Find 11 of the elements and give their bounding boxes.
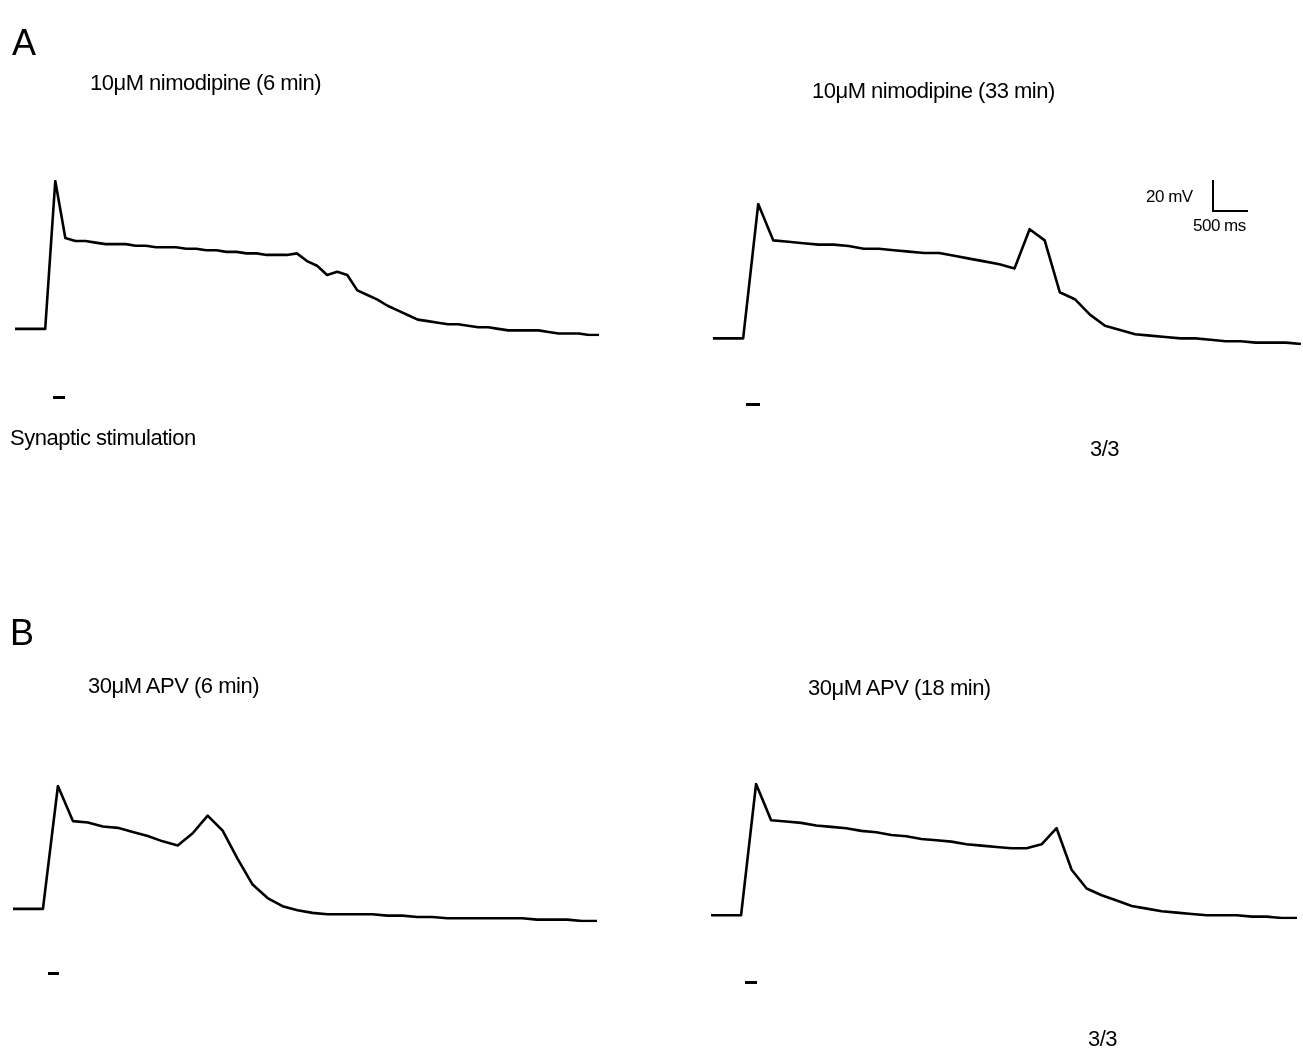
chart-title: 10μM nimodipine (33 min): [812, 78, 1055, 104]
chart-title: 30μM APV (18 min): [808, 675, 991, 701]
text: B: [10, 612, 34, 654]
text: 3/3: [1090, 436, 1120, 462]
text: 3/3: [1088, 1026, 1118, 1052]
chart-title: 10μM nimodipine (6 min): [90, 70, 322, 96]
chart-title: 30μM APV (6 min): [88, 673, 259, 699]
annotation: 500 ms: [1193, 216, 1246, 236]
annotation: 20 mV: [1146, 187, 1193, 207]
text: A: [12, 22, 36, 64]
text: Synaptic stimulation: [10, 425, 196, 451]
